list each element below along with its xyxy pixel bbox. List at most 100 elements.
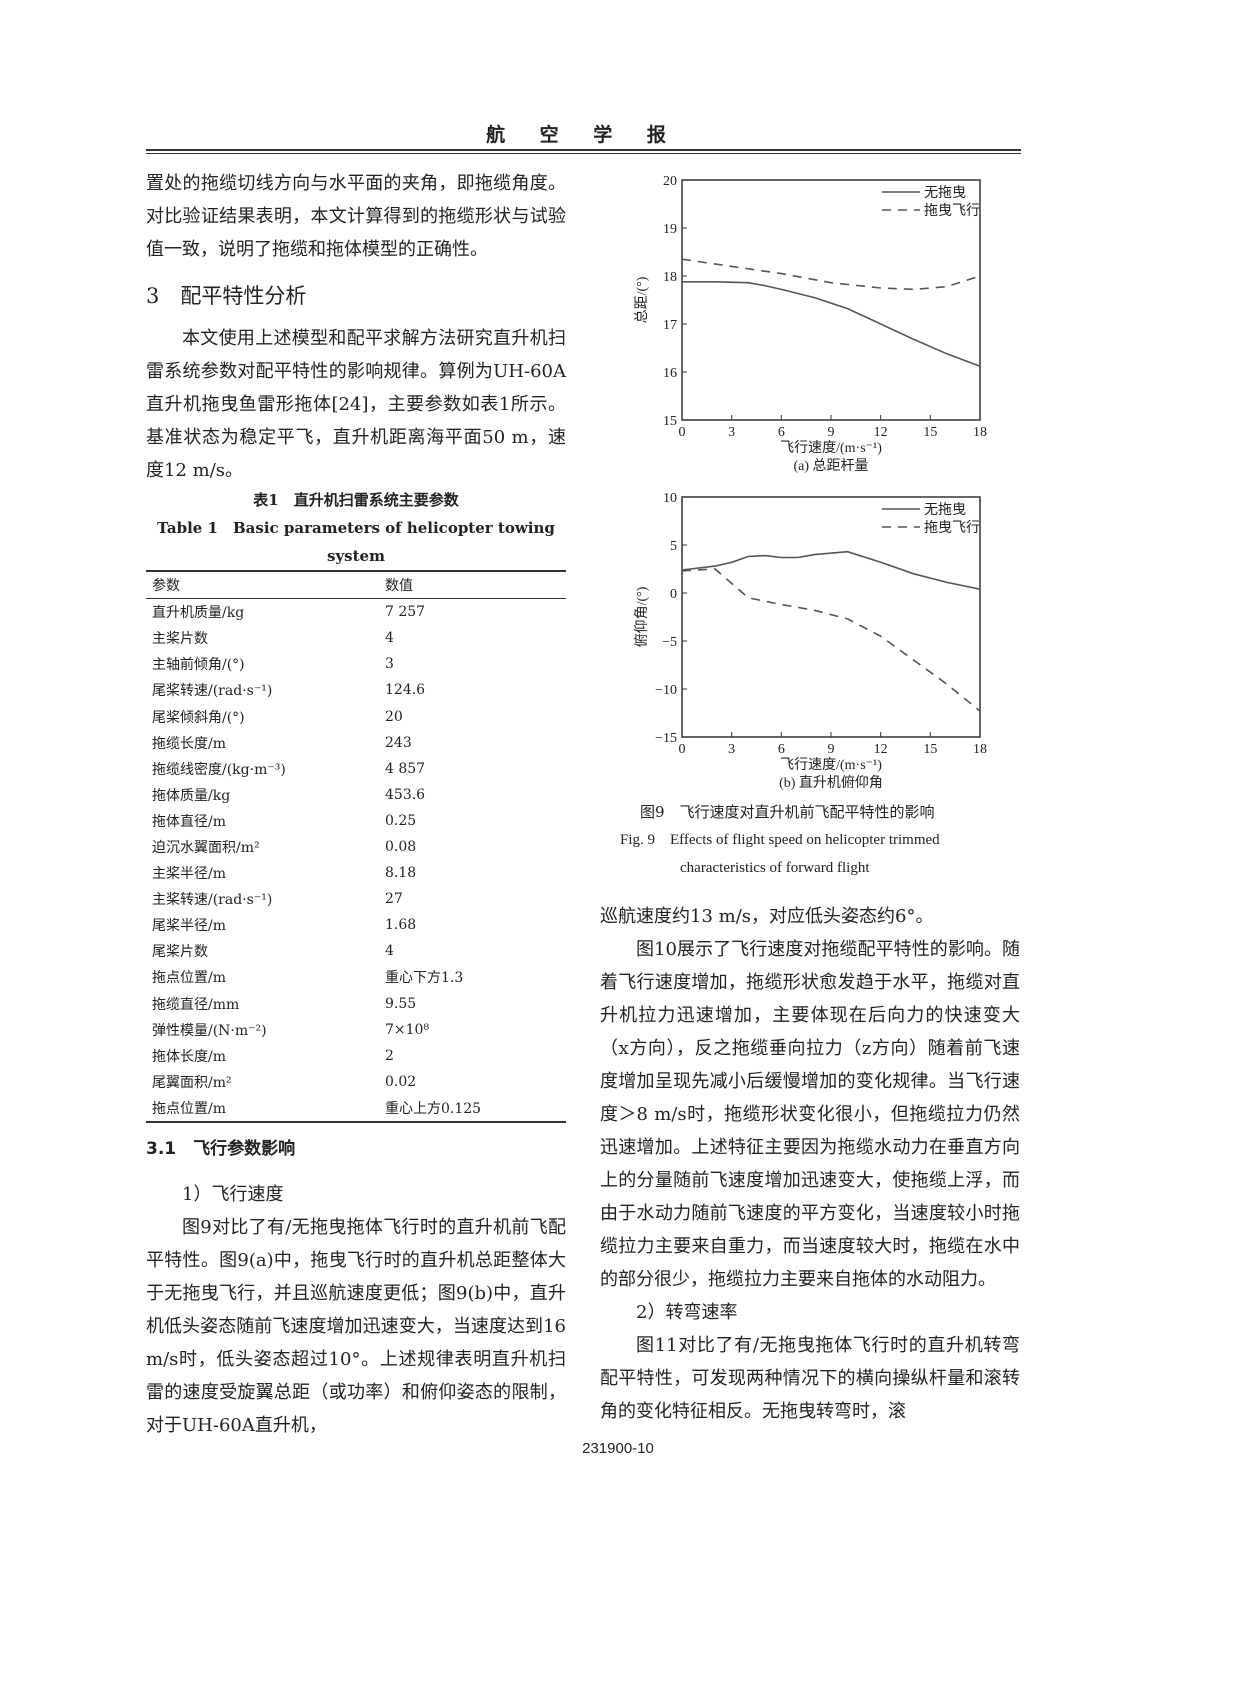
subsection-heading: 3.1 飞行参数影响	[146, 1139, 296, 1159]
table-row: 拖体质量/kg 453.6	[146, 782, 566, 808]
figure-caption-en-2: characteristics of forward flight	[680, 860, 870, 876]
x-tick-label: 3	[728, 742, 735, 757]
column-header: 数值	[385, 578, 413, 595]
table-caption-cn: 表1 直升机扫雷系统主要参数	[253, 491, 459, 509]
param-name: 弹性模量/(N·m⁻²)	[152, 1022, 267, 1039]
param-name: 拖体质量/kg	[152, 787, 231, 804]
paragraph: 图11对比了有/无拖曳拖体飞行时的直升机转弯配平特性，可发现两种情况下的横向操纵…	[600, 1335, 1020, 1422]
legend-label: 无拖曳	[924, 502, 966, 518]
x-tick-label: 18	[973, 742, 987, 757]
table-row: 尾桨半径/m 1.68	[146, 912, 566, 938]
param-value: 2	[385, 1047, 394, 1064]
parameters-table: 参数 数值 直升机质量/kg 7 257 主桨片数 4 主轴前倾角/(°) 3 尾桨转速/(…	[146, 570, 566, 1123]
param-name: 直升机质量/kg	[152, 605, 245, 622]
param-name: 尾桨片数	[152, 944, 208, 961]
table-row: 尾桨倾斜角/(°) 20	[146, 703, 566, 729]
x-tick-label: 6	[778, 425, 785, 440]
param-name: 尾翼面积/m²	[152, 1074, 232, 1091]
left-column: 置处的拖缆切线方向与水平面的夹角，即拖缆角度。对比验证结果表明，本文计算得到的拖…	[146, 167, 566, 487]
param-value: 3	[385, 656, 394, 673]
series-line-no-tow	[682, 281, 981, 367]
x-tick-label: 12	[874, 425, 888, 440]
header-rule	[146, 149, 1021, 151]
param-value: 453.6	[385, 786, 426, 803]
x-tick-label: 6	[778, 742, 785, 757]
section-heading: 3 配平特性分析	[146, 284, 307, 308]
x-tick-label: 9	[828, 425, 835, 440]
y-tick-label: 0	[670, 587, 677, 602]
param-name: 主桨半径/m	[152, 866, 226, 883]
table-row: 迫沉水翼面积/m² 0.08	[146, 834, 566, 860]
legend-label: 拖曳飞行	[924, 520, 980, 536]
y-axis-label: 俯仰角/(°)	[634, 586, 650, 647]
param-value: 20	[385, 708, 403, 725]
param-value: 4	[385, 630, 394, 647]
journal-header: 航 空 学 报	[486, 124, 680, 146]
y-tick-label: −15	[655, 731, 677, 746]
table-row: 拖点位置/m 重心上方0.125	[146, 1095, 566, 1122]
param-name: 主桨片数	[152, 631, 208, 648]
param-value: 124.6	[385, 682, 426, 699]
chart-b-pitch-angle: 0 3 6 9 12 15 18 −15 −10 −5 0 5 10 飞行速度/(m·s⁻¹)(b) 直升…	[634, 491, 987, 791]
x-tick-label: 15	[923, 425, 937, 440]
y-tick-label: −5	[662, 635, 677, 650]
legend-label: 拖曳飞行	[924, 203, 980, 219]
y-tick-label: 5	[670, 539, 677, 554]
paragraph: 置处的拖缆切线方向与水平面的夹角，即拖缆角度。对比验证结果表明，本文计算得到的拖…	[146, 173, 566, 260]
figure-caption-cn: 图9 飞行速度对直升机前飞配平特性的影响	[640, 803, 935, 821]
param-name: 主轴前倾角/(°)	[152, 657, 245, 674]
table-row: 弹性模量/(N·m⁻²) 7×10⁸	[146, 1017, 566, 1043]
param-value: 重心上方0.125	[385, 1100, 482, 1117]
table-row: 主桨片数 4	[146, 625, 566, 651]
param-value: 4	[385, 943, 394, 960]
param-value: 8.18	[385, 865, 417, 882]
table-row: 主桨转速/(rad·s⁻¹) 27	[146, 886, 566, 912]
series-line-no-tow	[681, 550, 981, 590]
table-row: 拖缆直径/mm 9.55	[146, 991, 566, 1017]
legend-label: 无拖曳	[924, 185, 966, 201]
param-value: 0.25	[385, 812, 417, 829]
y-tick-label: 17	[663, 318, 677, 333]
table-row: 尾翼面积/m² 0.02	[146, 1069, 566, 1095]
table-row: 拖体长度/m 2	[146, 1043, 566, 1069]
y-tick-label: 15	[663, 414, 677, 429]
paragraph: 图10展示了飞行速度对拖缆配平特性的影响。随着飞行速度增加，拖缆形状愈发趋于水平…	[600, 939, 1020, 1290]
param-value: 1.68	[385, 917, 417, 934]
paragraph: 图9对比了有/无拖曳拖体飞行时的直升机前飞配平特性。图9(a)中，拖曳飞行时的直…	[146, 1217, 566, 1436]
param-name: 尾桨倾斜角/(°)	[152, 709, 245, 726]
x-tick-label: 3	[728, 425, 735, 440]
paragraph: 巡航速度约13 m/s，对应低头姿态约6°。	[600, 906, 934, 927]
x-tick-label: 15	[923, 742, 937, 757]
figure-caption-en-1: Fig. 9 Effects of flight speed on helico…	[620, 832, 940, 848]
param-value: 27	[385, 891, 403, 908]
table-row: 主轴前倾角/(°) 3	[146, 651, 566, 677]
y-tick-label: 19	[663, 222, 677, 237]
param-name: 尾桨转速/(rad·s⁻¹)	[152, 683, 273, 700]
x-axis-label: 飞行速度/(m·s⁻¹)	[780, 440, 882, 456]
x-tick-label: 9	[828, 742, 835, 757]
x-tick-label: 18	[973, 425, 987, 440]
left-column-lower: 3.1 飞行参数影响 1）飞行速度 图9对比了有/无拖曳拖体飞行时的直升机前飞配…	[146, 1133, 566, 1442]
param-value: 0.08	[385, 838, 417, 855]
page-number: 231900-10	[582, 1440, 654, 1457]
param-name: 拖缆直径/mm	[152, 996, 240, 1013]
param-name: 尾桨半径/m	[152, 918, 226, 935]
param-value: 7 257	[385, 604, 426, 621]
param-name: 拖体长度/m	[152, 1048, 226, 1065]
param-name: 迫沉水翼面积/m²	[152, 839, 260, 856]
y-tick-label: 16	[663, 366, 677, 381]
header-rule-thin	[146, 153, 1021, 154]
chart-subtitle: (a) 总距杆量	[793, 458, 868, 474]
chart-subtitle: (b) 直升机俯仰角	[779, 774, 883, 791]
y-tick-label: 10	[663, 491, 677, 506]
series-line-towed	[681, 568, 981, 712]
param-value: 重心下方1.3	[385, 970, 464, 987]
y-tick-label: −10	[655, 683, 677, 698]
table-1: 表1 直升机扫雷系统主要参数 Table 1 Basic parameters …	[146, 486, 566, 1123]
list-item-label: 2）转弯速率	[636, 1302, 738, 1323]
table-row: 直升机质量/kg 7 257	[146, 599, 566, 626]
x-axis-label: 飞行速度/(m·s⁻¹)	[780, 757, 882, 773]
y-tick-label: 18	[663, 270, 677, 285]
param-value: 9.55	[385, 995, 417, 1012]
list-item-label: 1）飞行速度	[182, 1184, 284, 1205]
